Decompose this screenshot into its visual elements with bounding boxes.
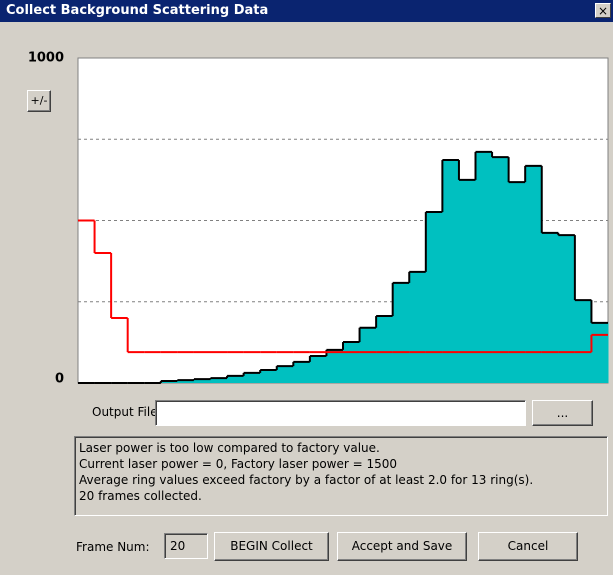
frame-num-field: 20 bbox=[164, 533, 208, 559]
histogram-bar bbox=[210, 378, 228, 383]
frame-num-label: Frame Num: bbox=[76, 540, 150, 554]
histogram-bar bbox=[326, 349, 344, 383]
histogram-bar bbox=[558, 235, 576, 383]
histogram-bar bbox=[409, 271, 427, 383]
close-button[interactable]: × bbox=[595, 3, 611, 18]
histogram-bar bbox=[442, 160, 460, 383]
y-tick-label: 1000 bbox=[28, 51, 64, 66]
histogram-bar bbox=[475, 151, 493, 383]
histogram-bar bbox=[574, 300, 592, 383]
histogram-bar bbox=[392, 282, 410, 383]
output-file-input[interactable] bbox=[155, 400, 526, 426]
histogram-bar bbox=[309, 356, 327, 383]
chart: 0 1000 bbox=[28, 51, 609, 387]
output-file-label: Output File: bbox=[92, 405, 162, 419]
scale-toggle-button[interactable]: +/- bbox=[27, 90, 51, 112]
histogram-bar bbox=[177, 380, 195, 383]
histogram-bar bbox=[376, 316, 394, 383]
message-line: Current laser power = 0, Factory laser p… bbox=[79, 457, 398, 471]
histogram-bar bbox=[508, 182, 526, 383]
histogram-bar bbox=[276, 366, 294, 383]
histogram-bar bbox=[458, 179, 476, 383]
histogram-bar bbox=[293, 361, 311, 383]
histogram-bar bbox=[343, 342, 361, 383]
begin-collect-button[interactable]: BEGIN Collect bbox=[214, 532, 329, 561]
histogram-bar bbox=[591, 322, 609, 383]
histogram-bar bbox=[425, 212, 443, 383]
message-box: Laser power is too low compared to facto… bbox=[74, 436, 608, 516]
window-title: Collect Background Scattering Data bbox=[6, 3, 269, 18]
histogram-bar bbox=[541, 232, 559, 383]
histogram-bar bbox=[525, 165, 543, 383]
browse-button[interactable]: ... bbox=[532, 400, 593, 426]
message-line: Laser power is too low compared to facto… bbox=[79, 441, 380, 455]
histogram-bar bbox=[260, 370, 278, 383]
histogram-bar bbox=[492, 157, 510, 383]
histogram-bar bbox=[243, 372, 261, 383]
histogram-bar bbox=[227, 375, 245, 383]
y-tick-label: 0 bbox=[55, 372, 64, 387]
histogram-bar bbox=[359, 327, 377, 383]
accept-save-button[interactable]: Accept and Save bbox=[337, 532, 467, 561]
message-line: Average ring values exceed factory by a … bbox=[79, 473, 534, 487]
message-line: 20 frames collected. bbox=[79, 489, 202, 503]
histogram-bar bbox=[193, 379, 211, 383]
cancel-button[interactable]: Cancel bbox=[478, 532, 578, 561]
title-bar: Collect Background Scattering Data × bbox=[0, 0, 613, 22]
